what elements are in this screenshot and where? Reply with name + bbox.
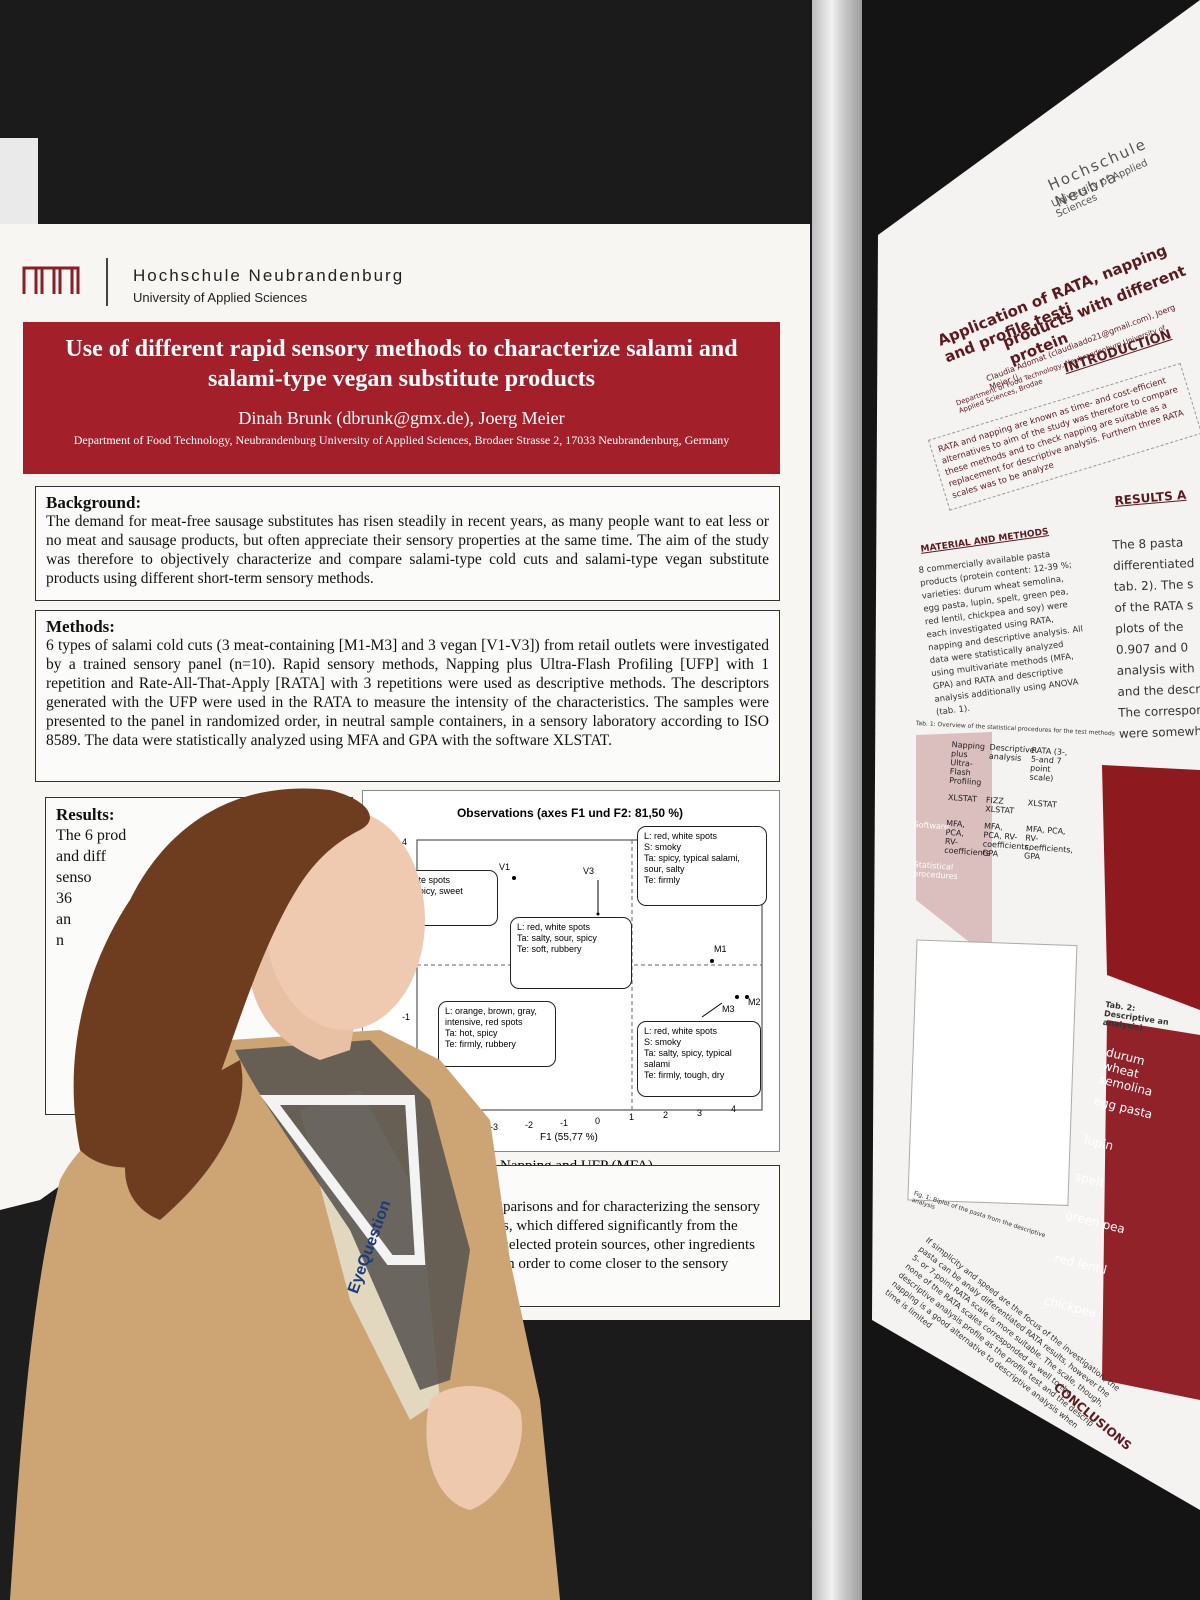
paper-note: [0, 138, 38, 224]
section-text: and diff: [56, 848, 106, 865]
x-tick-label: 2: [663, 1110, 669, 1120]
poster-title: Use of different rapid sensory methods t…: [65, 336, 738, 392]
hand: [426, 1386, 522, 1510]
biplot: [907, 939, 1078, 1206]
right-poster-shape: [872, 0, 1200, 1510]
callout: L: red, white spots S: smoky Ta: spicy, …: [637, 826, 767, 906]
x-tick-label: -2: [525, 1120, 534, 1130]
section-text: s, which differed significantly from the: [503, 1218, 738, 1234]
x-tick-label: 4: [731, 1104, 737, 1114]
hair-curls: [125, 1060, 243, 1220]
lanyard-strap: [260, 1095, 426, 1265]
section-text: 6 types of salami cold cuts (3 meat-cont…: [46, 637, 769, 749]
partition-pole: [812, 0, 862, 1600]
x-tick-label: 1: [629, 1112, 635, 1122]
point-label: V1: [499, 862, 511, 872]
section-text: in order to come closer to the sensory: [503, 1256, 729, 1272]
callout: L: red, white spots S: smoky Ta: salty, …: [637, 1021, 761, 1097]
point-label: M3: [722, 1004, 735, 1014]
section-text: selected protein sources, other ingredie…: [503, 1237, 755, 1253]
point-label: M1: [714, 944, 727, 954]
hair: [73, 788, 370, 1168]
table-bg: [916, 732, 992, 960]
logo-mark: [22, 266, 80, 294]
section-heading: Results:: [56, 805, 115, 824]
methods-box: Methods: 6 types of salami cold cuts (3 …: [35, 610, 780, 782]
section-text: The demand for meat-free sausage substit…: [46, 513, 769, 587]
section-text: senso: [56, 869, 92, 886]
figure-title: Observations (axes F1 und F2: 81,50 %): [456, 806, 684, 820]
point: [710, 959, 714, 963]
section-heading: Methods:: [46, 617, 115, 636]
logo-divider: [106, 258, 108, 306]
background-box: Background: The demand for meat-free sau…: [35, 486, 780, 601]
x-tick-label: 0: [595, 1116, 601, 1126]
y-tick-label: 4: [402, 837, 408, 847]
section-text: The 6 prod: [56, 827, 127, 844]
poster-authors: Dinah Brunk (dbrunk@gmx.de), Joerg Meier: [238, 408, 565, 428]
section-heading: Background:: [46, 493, 142, 512]
section-text: an: [56, 911, 72, 928]
figure-axes: [416, 839, 763, 1111]
callout: L: red, white spots Ta: salty, sour, spi…: [510, 917, 632, 989]
plot-frame: [416, 839, 763, 1111]
title-banner: Use of different rapid sensory methods t…: [23, 322, 780, 474]
x-tick-label: 3: [697, 1108, 703, 1118]
x-axis-label: F1 (55,77 %): [540, 1132, 598, 1143]
x-tick-label: -3: [490, 1122, 499, 1132]
logo-name: Hochschule Neubrandenburg: [133, 266, 405, 285]
point: [512, 876, 516, 880]
logo-subtitle: University of Applied Sciences: [133, 290, 308, 305]
section-text: n: [56, 932, 64, 949]
section-text: 36: [56, 890, 72, 907]
point-label: V3: [583, 866, 595, 876]
x-tick-label: -1: [560, 1118, 569, 1128]
poster-affiliation: Department of Food Technology, Neubrande…: [73, 433, 730, 447]
point: [745, 995, 749, 999]
callout: L: orange, brown, gray, intensive, red s…: [438, 1001, 556, 1067]
point-label: M2: [748, 997, 761, 1007]
y-tick-label: -1: [402, 1012, 411, 1022]
section-text: parisons and for characterizing the sens…: [503, 1199, 760, 1215]
photo-red: [1102, 765, 1200, 1010]
leader-line: [701, 1002, 723, 1018]
variety-column: [1102, 1020, 1200, 1400]
point: [735, 995, 739, 999]
